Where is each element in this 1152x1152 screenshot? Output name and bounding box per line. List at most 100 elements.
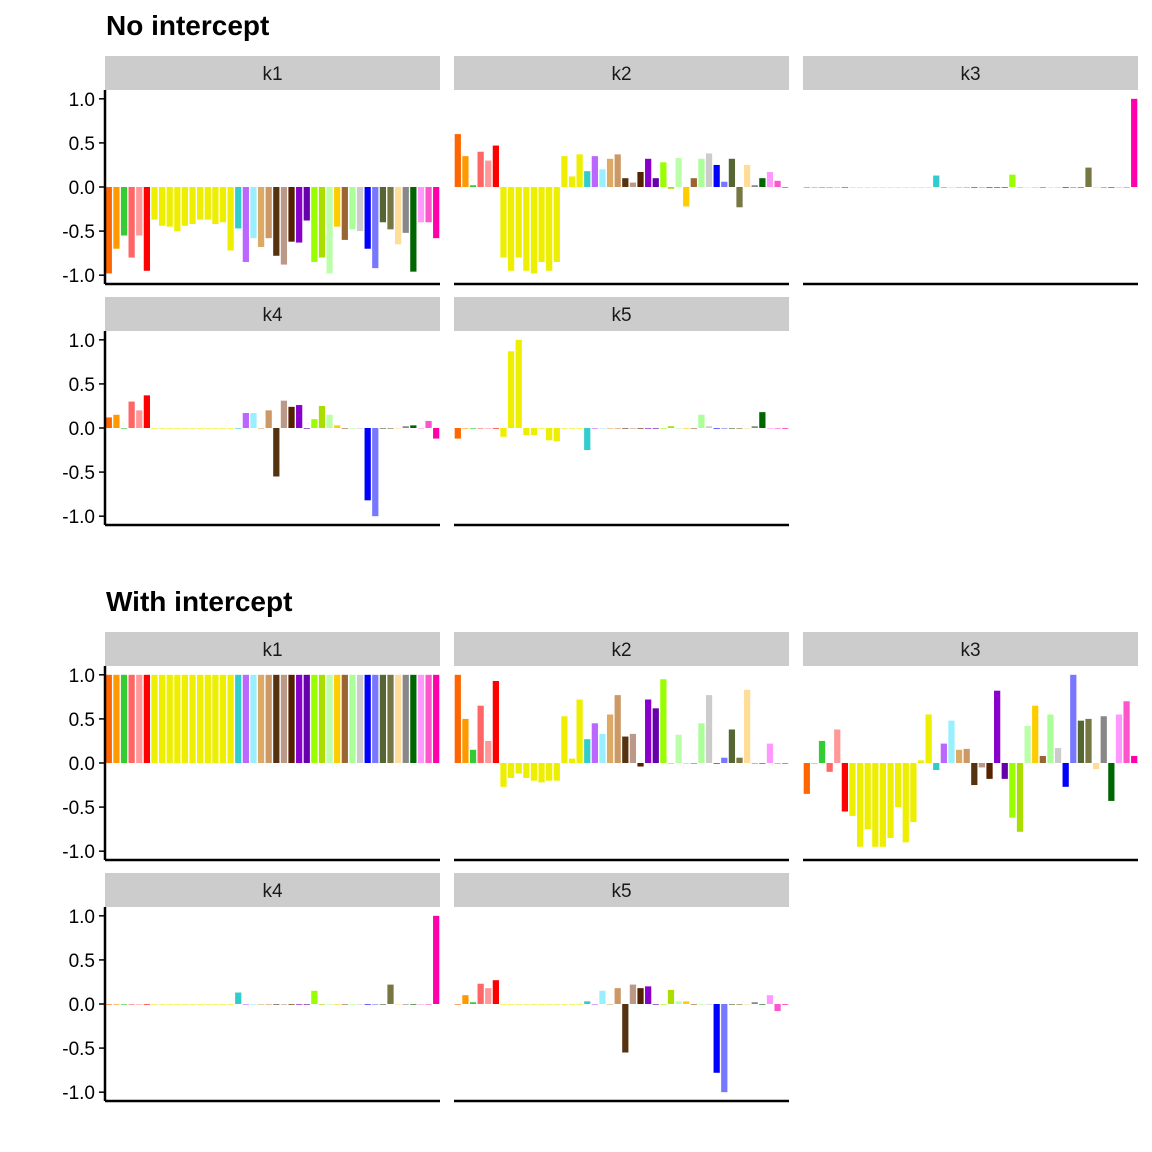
bar bbox=[744, 1004, 751, 1005]
bar bbox=[265, 187, 272, 239]
bar bbox=[606, 158, 614, 187]
bar bbox=[492, 680, 499, 763]
bar bbox=[334, 674, 341, 763]
bar bbox=[675, 1001, 682, 1004]
bar bbox=[387, 984, 394, 1004]
bar bbox=[910, 763, 917, 823]
bar bbox=[591, 723, 598, 763]
bar bbox=[296, 674, 303, 763]
bar bbox=[751, 185, 758, 187]
bar bbox=[349, 1004, 356, 1005]
panel-strip bbox=[105, 873, 440, 907]
bar bbox=[728, 158, 736, 187]
bar bbox=[940, 187, 947, 188]
bar bbox=[174, 674, 181, 763]
panel-k5: k5 bbox=[454, 873, 789, 1103]
bar bbox=[379, 674, 387, 763]
bar bbox=[652, 178, 659, 187]
bar bbox=[910, 187, 917, 188]
bar bbox=[128, 1004, 135, 1005]
bar bbox=[690, 1004, 697, 1005]
bar bbox=[469, 185, 477, 187]
bar bbox=[986, 187, 993, 188]
bar bbox=[469, 428, 477, 429]
bar bbox=[1024, 725, 1031, 763]
bar bbox=[469, 1002, 477, 1004]
bar bbox=[454, 134, 461, 187]
bars bbox=[803, 98, 1138, 188]
bar bbox=[1009, 763, 1016, 818]
bar bbox=[417, 428, 425, 429]
bar bbox=[105, 1004, 112, 1005]
bar bbox=[523, 428, 530, 436]
bar bbox=[698, 414, 705, 428]
bar bbox=[235, 992, 242, 1004]
bar bbox=[736, 428, 743, 429]
bar bbox=[334, 425, 341, 428]
bar bbox=[417, 674, 425, 763]
bar bbox=[485, 160, 492, 187]
bar bbox=[683, 763, 690, 764]
bar bbox=[341, 1004, 348, 1005]
bar bbox=[197, 674, 204, 763]
bar bbox=[197, 428, 204, 429]
bar bbox=[818, 187, 826, 188]
bar bbox=[637, 988, 644, 1004]
bar bbox=[803, 763, 810, 794]
bar bbox=[599, 428, 606, 429]
bar bbox=[576, 154, 583, 187]
bar bbox=[158, 428, 166, 429]
bar bbox=[523, 1004, 530, 1005]
bar bbox=[826, 763, 833, 772]
bar bbox=[372, 428, 379, 517]
bar bbox=[591, 156, 598, 187]
bar bbox=[273, 674, 280, 763]
bar bbox=[849, 187, 856, 188]
bar bbox=[1062, 187, 1069, 188]
bar bbox=[530, 763, 538, 781]
bar bbox=[296, 1004, 303, 1005]
bar bbox=[774, 428, 781, 429]
bar bbox=[349, 187, 356, 230]
bar bbox=[280, 187, 288, 265]
bar bbox=[728, 428, 736, 429]
bar bbox=[1123, 187, 1130, 188]
bar bbox=[288, 187, 295, 242]
y-tick-label: 1.0 bbox=[69, 90, 95, 111]
bar bbox=[606, 1004, 614, 1005]
bar bbox=[751, 1002, 758, 1004]
bar bbox=[584, 171, 591, 187]
bar bbox=[895, 763, 902, 808]
bar bbox=[143, 187, 150, 271]
bar bbox=[250, 187, 257, 239]
bar bbox=[462, 428, 469, 429]
bar bbox=[1100, 187, 1107, 188]
bars bbox=[454, 674, 789, 787]
bar bbox=[356, 674, 364, 763]
bar bbox=[690, 763, 697, 764]
bar bbox=[341, 428, 348, 429]
y-tick-label: 0.5 bbox=[69, 375, 95, 396]
bar bbox=[364, 674, 371, 763]
bar bbox=[902, 187, 909, 188]
bar bbox=[174, 187, 181, 232]
bar bbox=[782, 763, 789, 764]
bar bbox=[387, 674, 394, 763]
y-tick-label: -0.5 bbox=[62, 798, 95, 819]
bar bbox=[759, 412, 766, 428]
bar bbox=[462, 718, 469, 763]
bar bbox=[128, 674, 135, 763]
y-tick-label: -0.5 bbox=[62, 1039, 95, 1060]
bar bbox=[614, 428, 621, 429]
bar bbox=[507, 187, 515, 271]
bar bbox=[143, 395, 150, 428]
panel-strip-label: k4 bbox=[262, 881, 283, 902]
bar bbox=[955, 187, 963, 188]
bar bbox=[477, 151, 484, 187]
bar bbox=[410, 1004, 417, 1005]
bar bbox=[1085, 718, 1092, 763]
bar bbox=[311, 674, 318, 763]
bar bbox=[425, 1004, 432, 1005]
bar bbox=[568, 428, 576, 429]
